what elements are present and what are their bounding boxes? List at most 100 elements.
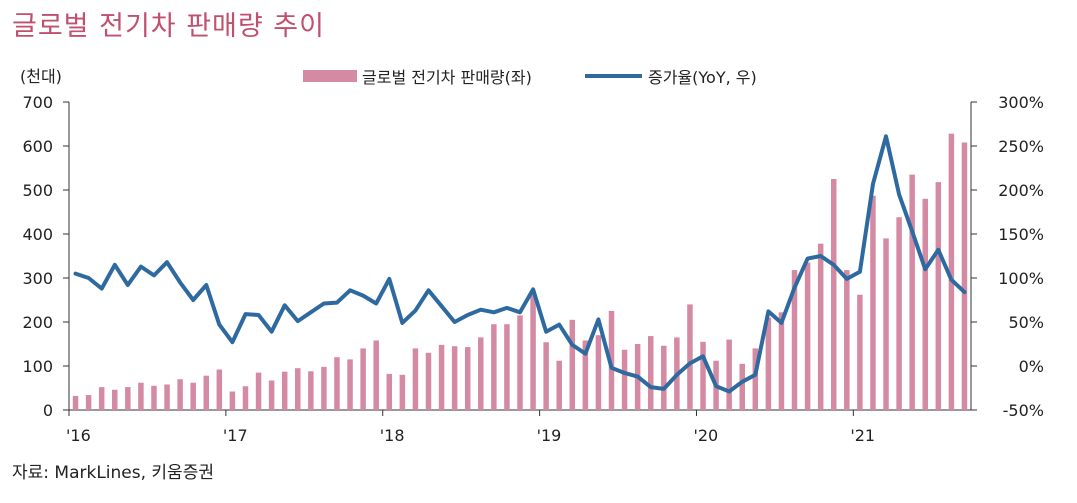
line-point [558, 324, 560, 326]
line-point [271, 331, 273, 333]
line-point [937, 249, 939, 251]
bar [543, 342, 549, 410]
bar [438, 344, 445, 410]
line-point [611, 367, 613, 369]
bar [870, 195, 876, 410]
line-point [650, 386, 652, 388]
chart-legend: 글로벌 전기차 판매량(좌) 증가율(YoY, 우) [303, 68, 757, 87]
line-point [480, 309, 482, 311]
bar [425, 352, 432, 410]
left-y-tick-label: 0 [43, 401, 53, 420]
line-point [231, 341, 233, 343]
bar [295, 368, 301, 410]
bar [308, 371, 314, 410]
right-y-tick-label: 150% [998, 225, 1044, 244]
bar [268, 380, 275, 410]
x-tick-label: '18 [380, 426, 405, 445]
line-point [885, 135, 887, 137]
left-y-tick-label: 100 [22, 357, 53, 376]
line-point [545, 331, 547, 333]
bar [125, 387, 131, 410]
legend-line-label: 증가율(YoY, 우) [648, 68, 757, 87]
bar [661, 345, 667, 410]
line-point [362, 295, 364, 297]
line-point [754, 374, 756, 376]
bar [242, 386, 249, 410]
line-point [336, 302, 338, 304]
line-point [767, 310, 769, 312]
bar [464, 347, 471, 410]
line-point [127, 284, 129, 286]
chart-title: 글로벌 전기차 판매량 추이 [12, 11, 325, 42]
line-point [506, 307, 508, 309]
bar [569, 319, 576, 410]
line-point [140, 266, 142, 268]
line-point [414, 310, 416, 312]
bar [896, 217, 902, 410]
x-tick-label: '16 [66, 426, 91, 445]
bar [451, 346, 458, 410]
bar [255, 372, 262, 410]
bar [909, 174, 915, 410]
line-point [637, 376, 639, 378]
bar [582, 340, 589, 410]
bar [883, 238, 889, 410]
right-y-ticks: 300% 250% 200% 150% 100% 50% 0% -50% [971, 93, 1044, 420]
right-y-tick-label: 250% [998, 137, 1044, 156]
line-point [597, 318, 599, 320]
line-point [911, 230, 913, 232]
bar [739, 363, 745, 410]
legend-bar-label: 글로벌 전기차 판매량(좌) [362, 68, 532, 87]
left-y-tick-label: 200 [22, 313, 53, 332]
bar [85, 395, 92, 410]
line-point [297, 320, 299, 322]
bar [478, 337, 484, 410]
bar [281, 371, 288, 410]
bar [700, 341, 706, 410]
line-point [820, 255, 822, 257]
line-point [571, 344, 573, 346]
line-point [924, 268, 926, 270]
line-point [454, 321, 456, 323]
x-ticks: '16 '17 '18 '19 '20 '21 [66, 410, 875, 445]
bar [857, 294, 863, 410]
line-point [702, 355, 704, 357]
line-point [284, 304, 286, 306]
bar [844, 270, 850, 410]
bar [491, 324, 497, 410]
line-point [807, 258, 809, 260]
bar [935, 182, 942, 410]
bar [817, 243, 824, 410]
bar [830, 179, 837, 410]
line-point [872, 183, 874, 185]
bar [647, 336, 654, 410]
line-point [349, 289, 351, 291]
bar [151, 385, 157, 410]
line-point [741, 381, 743, 383]
bar [386, 373, 393, 410]
left-axis-unit: (천대) [20, 67, 62, 86]
bar [229, 391, 236, 410]
x-tick-label: '20 [693, 426, 718, 445]
bar [399, 374, 406, 410]
left-y-ticks: 700 600 500 400 300 200 100 0 [22, 93, 69, 420]
bar [360, 348, 366, 410]
line-point [205, 284, 207, 286]
bar [203, 375, 210, 410]
line-point [676, 374, 678, 376]
left-y-tick-label: 600 [22, 137, 53, 156]
line-point [846, 278, 848, 280]
bar [164, 384, 170, 410]
line-point [663, 388, 665, 390]
x-tick-label: '19 [537, 426, 562, 445]
bar [948, 133, 955, 410]
bar [138, 382, 144, 410]
bar [412, 348, 419, 410]
bar [804, 262, 811, 410]
bar [321, 366, 327, 410]
line-series [73, 134, 967, 394]
left-y-tick-label: 500 [22, 181, 53, 200]
line-point [728, 391, 730, 393]
bar [726, 339, 732, 410]
